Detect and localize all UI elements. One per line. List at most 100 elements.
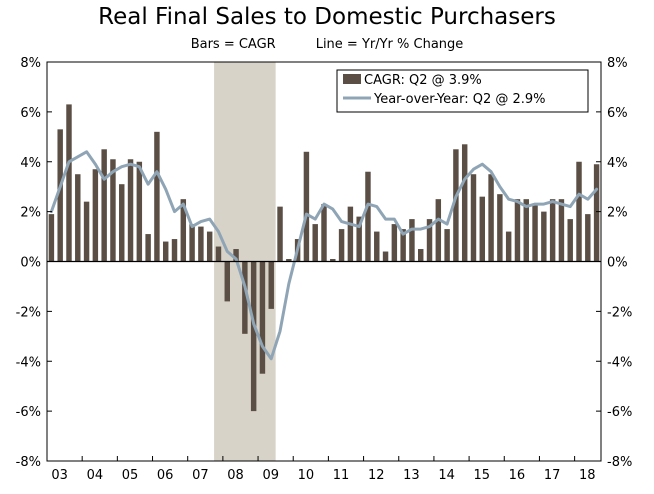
x-tick-label: 07 bbox=[192, 468, 209, 483]
cagr-bar bbox=[505, 231, 512, 262]
chart-subtitle: Bars = CAGR Line = Yr/Yr % Change bbox=[0, 37, 654, 52]
cagr-bar bbox=[242, 261, 248, 334]
y-tick-label-left: -4% bbox=[16, 355, 41, 370]
x-tick-label: 12 bbox=[368, 468, 385, 483]
cagr-bar bbox=[532, 204, 538, 262]
legend-box bbox=[336, 69, 589, 113]
y-tick-label-left: 0% bbox=[20, 256, 41, 271]
x-tick-label: 06 bbox=[157, 468, 174, 483]
y-tick-label-right: 2% bbox=[607, 206, 628, 221]
cagr-bar bbox=[83, 201, 90, 262]
x-tick-label: 17 bbox=[544, 468, 561, 483]
cagr-bar bbox=[338, 229, 345, 262]
cagr-bar bbox=[479, 196, 486, 262]
cagr-bar bbox=[435, 199, 442, 262]
cagr-bar bbox=[57, 129, 63, 262]
subtitle-bars: Bars = CAGR bbox=[190, 37, 276, 52]
cagr-bar bbox=[514, 199, 521, 262]
cagr-bar bbox=[444, 229, 450, 262]
cagr-bar bbox=[330, 259, 336, 262]
cagr-bar bbox=[470, 174, 477, 262]
y-tick-label-left: -2% bbox=[16, 305, 41, 320]
y-tick-label-left: 4% bbox=[20, 156, 41, 171]
y-tick-label-right: -2% bbox=[607, 305, 632, 320]
subtitle-line: Line = Yr/Yr % Change bbox=[315, 37, 464, 52]
cagr-bar bbox=[461, 144, 468, 262]
cagr-bar bbox=[356, 216, 362, 262]
cagr-bar bbox=[488, 174, 494, 262]
cagr-bar bbox=[391, 224, 398, 262]
cagr-bar bbox=[426, 219, 433, 262]
cagr-bar bbox=[585, 214, 591, 262]
cagr-bar bbox=[321, 204, 327, 262]
x-tick-label: 04 bbox=[87, 468, 104, 483]
cagr-bar bbox=[119, 184, 125, 262]
cagr-bar bbox=[523, 199, 529, 262]
cagr-bar bbox=[374, 231, 380, 262]
cagr-bar bbox=[277, 206, 283, 262]
x-tick-label: 16 bbox=[509, 468, 526, 483]
cagr-bar bbox=[66, 104, 72, 262]
y-tick-label-right: 4% bbox=[607, 156, 628, 171]
cagr-bar bbox=[312, 224, 318, 262]
cagr-bar bbox=[576, 161, 582, 262]
cagr-bar bbox=[382, 251, 389, 262]
y-tick-label-right: 8% bbox=[607, 56, 628, 71]
cagr-bar bbox=[593, 164, 600, 262]
x-tick-label: 03 bbox=[51, 468, 68, 483]
cagr-bar bbox=[541, 211, 547, 262]
x-tick-label: 09 bbox=[262, 468, 279, 483]
x-tick-label: 11 bbox=[333, 468, 350, 483]
x-tick-label: 08 bbox=[227, 468, 244, 483]
cagr-bar bbox=[162, 241, 169, 262]
cagr-bar bbox=[453, 149, 459, 262]
x-tick-label: 13 bbox=[403, 468, 420, 483]
cagr-bar bbox=[549, 199, 556, 262]
y-tick-label-right: 6% bbox=[607, 106, 628, 121]
y-tick-label-right: 0% bbox=[607, 256, 628, 271]
cagr-bar bbox=[567, 219, 573, 262]
cagr-bar bbox=[268, 261, 274, 309]
cagr-bar bbox=[154, 131, 160, 262]
cagr-bar bbox=[259, 261, 266, 374]
cagr-bar bbox=[145, 234, 151, 262]
cagr-bar bbox=[365, 171, 371, 262]
cagr-bar bbox=[286, 259, 292, 262]
cagr-bar bbox=[224, 261, 230, 302]
legend-bar-swatch bbox=[343, 74, 361, 84]
cagr-bar bbox=[171, 239, 178, 262]
cagr-bar bbox=[101, 149, 107, 262]
y-tick-label-left: 8% bbox=[20, 56, 41, 71]
cagr-bar bbox=[92, 169, 99, 262]
cagr-bar bbox=[303, 151, 310, 262]
cagr-bar bbox=[250, 261, 257, 412]
cagr-bar bbox=[215, 246, 222, 262]
x-tick-label: 15 bbox=[473, 468, 490, 483]
y-tick-label-left: 6% bbox=[20, 106, 41, 121]
cagr-bar bbox=[233, 249, 239, 262]
legend-label: Year-over-Year: Q2 @ 2.9% bbox=[373, 92, 546, 107]
cagr-bar bbox=[409, 219, 415, 262]
cagr-bar bbox=[198, 226, 204, 262]
cagr-bar bbox=[497, 194, 503, 262]
cagr-bar bbox=[558, 199, 565, 262]
y-tick-label-left: -6% bbox=[16, 405, 41, 420]
cagr-bar bbox=[110, 159, 116, 262]
cagr-bar bbox=[400, 229, 406, 262]
y-tick-label-left: -8% bbox=[16, 455, 41, 470]
cagr-bar bbox=[127, 159, 134, 262]
cagr-bar bbox=[206, 231, 213, 262]
yoy-line bbox=[49, 150, 599, 361]
cagr-bar bbox=[418, 249, 424, 262]
y-tick-label-left: 2% bbox=[20, 206, 41, 221]
cagr-bar bbox=[347, 206, 354, 262]
x-tick-label: 14 bbox=[438, 468, 455, 483]
y-tick-label-right: -8% bbox=[607, 455, 632, 470]
legend-label: CAGR: Q2 @ 3.9% bbox=[364, 73, 482, 88]
chart-title: Real Final Sales to Domestic Purchasers bbox=[98, 4, 556, 30]
cagr-bar bbox=[189, 224, 195, 262]
cagr-bar bbox=[136, 161, 143, 262]
cagr-bar bbox=[48, 214, 55, 262]
y-tick-label-right: -6% bbox=[607, 405, 632, 420]
